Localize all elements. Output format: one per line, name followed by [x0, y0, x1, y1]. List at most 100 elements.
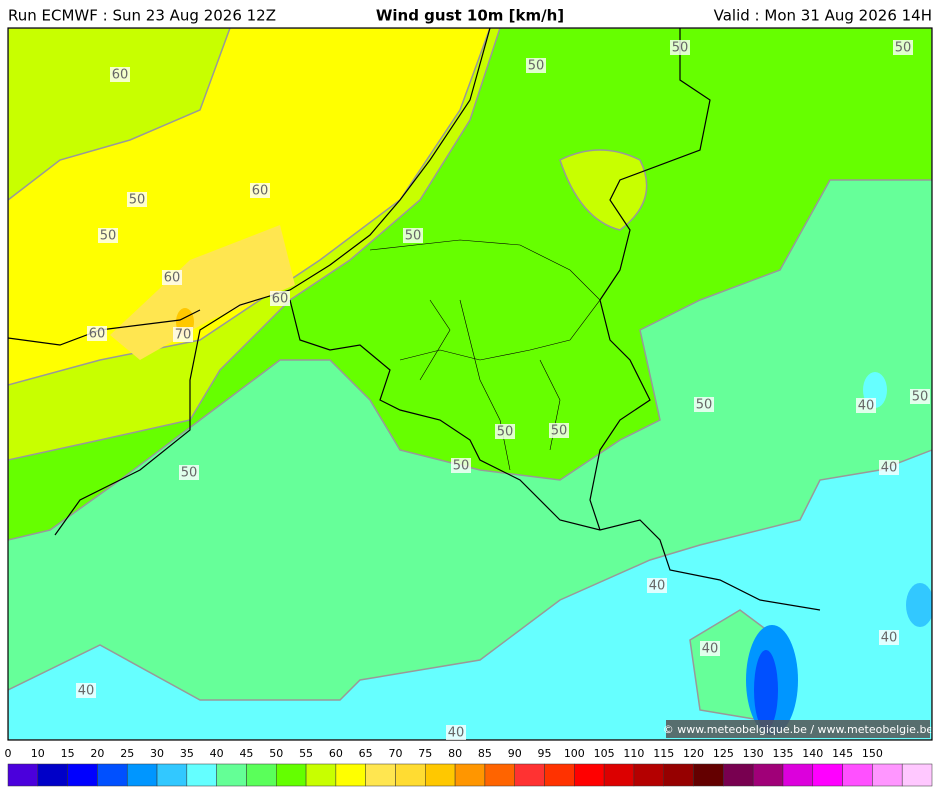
colorbar-swatch	[454, 763, 486, 787]
colorbar-label: 65	[359, 747, 373, 760]
contour-label: 50	[672, 41, 689, 56]
colorbar-swatch	[752, 763, 784, 787]
contour-label: 40	[649, 579, 666, 594]
contour-label-bg	[98, 228, 118, 243]
colorbar-swatch	[335, 763, 366, 787]
map-frame	[7, 27, 933, 741]
colorbar-swatch	[37, 763, 68, 787]
credit-box	[666, 720, 930, 738]
credit: © www.meteobelgique.be / www.meteobelgie…	[663, 723, 934, 736]
colorbar-label: 100	[564, 747, 585, 760]
contour-label-bg	[162, 270, 182, 285]
run-label: Run ECMWF : Sun 23 Aug 2026 12Z	[8, 7, 276, 25]
contour-label-bg	[694, 397, 714, 412]
contour-label: 50	[895, 41, 912, 56]
colorbar-swatch	[395, 763, 426, 787]
colorbar-swatch	[156, 763, 188, 787]
colorbar-label: 140	[802, 747, 823, 760]
colorbar-label: 120	[683, 747, 704, 760]
colorbar-label: 105	[594, 747, 615, 760]
colorbar-label: 115	[653, 747, 674, 760]
colorbar-label: 135	[772, 747, 793, 760]
contour-label-bg	[173, 327, 193, 342]
field-55-60	[559, 149, 648, 231]
colorbar-label: 110	[623, 747, 644, 760]
colorbar-label: 30	[150, 747, 164, 760]
contour-label: 50	[100, 229, 117, 244]
colorbar-label: 60	[329, 747, 343, 760]
contour-label-bg	[127, 192, 147, 207]
colorbar: 0 10 15 20 25 30 35 40 45 50 55 60 65 70 75 80 85 90 95 100…	[5, 747, 933, 787]
colorbar-label: 35	[180, 747, 194, 760]
field-30-35	[906, 583, 932, 627]
contour-label: 60	[89, 327, 106, 342]
colorbar-swatch	[872, 763, 903, 787]
colorbar-swatch	[126, 763, 158, 787]
contour-label-bg	[670, 40, 690, 55]
colorbar-label: 55	[299, 747, 313, 760]
colorbar-swatch	[365, 763, 396, 787]
contour-label-bg	[250, 183, 270, 198]
contour-label-bg	[526, 58, 546, 73]
contour-label-bg	[451, 458, 471, 473]
colorbar-swatch	[67, 763, 98, 787]
colorbar-swatch	[484, 763, 515, 787]
contour-label-bg	[76, 683, 96, 698]
contour-label-bg	[879, 630, 899, 645]
colorbar-label: 80	[448, 747, 462, 760]
contour-label: 40	[881, 461, 898, 476]
colorbar-swatch	[97, 763, 128, 787]
colorbar-label: 45	[239, 747, 253, 760]
contour-label: 40	[78, 684, 95, 699]
contour-label-bg	[856, 398, 876, 413]
colorbar-swatch	[782, 763, 814, 787]
colorbar-label: 25	[120, 747, 134, 760]
colorbar-label: 130	[743, 747, 764, 760]
contour-label-bg	[403, 228, 423, 243]
contour-label-bg	[549, 423, 569, 438]
contour-label: 60	[112, 68, 129, 83]
contour-label: 40	[881, 631, 898, 646]
colorbar-swatch	[723, 763, 754, 787]
contour-label: 50	[497, 425, 514, 440]
country-border	[289, 28, 821, 611]
colorbar-swatch	[514, 763, 545, 787]
colorbar-swatch	[574, 763, 605, 787]
contour-label-bg	[179, 465, 199, 480]
colorbar-label: 95	[538, 747, 552, 760]
colorbar-swatch	[633, 763, 664, 787]
field-20-25	[754, 650, 778, 730]
contour-label: 50	[912, 390, 929, 405]
colorbar-label: 20	[90, 747, 104, 760]
contour-label: 50	[528, 59, 545, 74]
contour-label-bg	[910, 389, 930, 404]
contour-label: 60	[272, 292, 289, 307]
colorbar-swatch	[216, 763, 247, 787]
colorbar-swatch	[603, 763, 635, 787]
colorbar-swatch	[276, 763, 307, 787]
contour-label-bg	[879, 460, 899, 475]
contour-label: 40	[448, 726, 465, 741]
contour-label-bg	[647, 578, 667, 593]
contour-label-bg	[446, 725, 466, 740]
colorbar-label: 125	[713, 747, 734, 760]
contour-label: 50	[453, 459, 470, 474]
colorbar-swatch	[425, 763, 456, 787]
valid-label: Valid : Mon 31 Aug 2026 14H	[714, 7, 932, 25]
field-60-65	[8, 28, 491, 386]
colorbar-label: 40	[210, 747, 224, 760]
contour-label: 60	[252, 184, 269, 199]
colorbar-swatch	[544, 763, 575, 787]
contour-label-bg	[110, 67, 130, 82]
colorbar-swatch	[7, 763, 39, 787]
colorbar-swatch	[842, 763, 873, 787]
contour-label-bg	[893, 40, 913, 55]
colorbar-swatch	[901, 763, 933, 787]
colorbar-label: 90	[508, 747, 522, 760]
colorbar-swatch	[812, 763, 843, 787]
province-border	[369, 239, 601, 471]
contour-label: 50	[696, 398, 713, 413]
colorbar-label: 145	[832, 747, 853, 760]
colorbar-label: 150	[862, 747, 883, 760]
